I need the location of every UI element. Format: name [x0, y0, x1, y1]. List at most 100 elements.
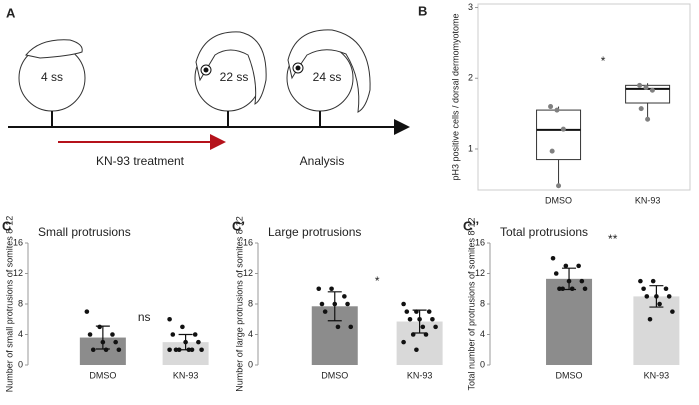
stage-label: 24 ss — [313, 70, 342, 84]
data-point — [638, 278, 643, 284]
annotation: * — [601, 54, 606, 68]
data-point — [663, 286, 669, 292]
data-point — [348, 324, 354, 330]
eye — [295, 65, 301, 71]
data-point — [637, 82, 643, 88]
annotation: ns — [138, 310, 151, 324]
data-point — [638, 106, 644, 112]
y-tick-label: 4 — [480, 329, 485, 339]
data-point — [176, 347, 182, 353]
x-tick-label: KN-93 — [407, 370, 433, 380]
data-point — [110, 332, 115, 337]
x-tick-label: DMSO — [321, 370, 348, 380]
y-tick-label: 12 — [475, 268, 485, 278]
data-point — [97, 324, 102, 330]
data-point — [332, 301, 338, 307]
data-point — [548, 104, 554, 110]
data-point — [582, 286, 588, 292]
data-point — [345, 301, 350, 307]
y-tick-label: 12 — [13, 268, 23, 278]
data-point — [569, 286, 575, 292]
y-axis-label: pH3 positive cells / dorsal dermomyotome — [450, 13, 460, 180]
data-point — [420, 324, 426, 330]
data-point — [196, 339, 201, 345]
x-tick-label: DMSO — [89, 370, 116, 380]
y-tick-label: 16 — [475, 237, 485, 247]
eye — [203, 67, 209, 73]
x-tick-label: DMSO — [556, 370, 583, 380]
data-point — [414, 347, 419, 353]
y-axis-label: Number of large protrusions of somites 8… — [234, 216, 244, 392]
data-point — [433, 324, 438, 330]
panel-label: C’ — [232, 218, 245, 233]
data-point — [563, 263, 569, 269]
treatment-label: KN-93 treatment — [96, 154, 185, 168]
data-point — [87, 332, 93, 337]
data-point — [401, 339, 406, 345]
data-point — [553, 271, 559, 276]
data-point — [554, 107, 560, 113]
data-point — [560, 286, 565, 292]
data-point — [407, 316, 413, 322]
y-tick-label: 3 — [468, 2, 473, 12]
data-point — [116, 347, 122, 353]
data-point — [186, 347, 192, 353]
data-point — [645, 116, 651, 122]
data-point — [173, 347, 179, 353]
data-point — [335, 324, 341, 330]
y-tick-label: 8 — [480, 298, 485, 308]
data-point — [189, 347, 195, 353]
stage-label: 22 ss — [220, 70, 249, 84]
data-point — [183, 339, 188, 345]
embryo-body — [287, 29, 371, 113]
data-point — [417, 316, 422, 322]
x-tick-label: DMSO — [545, 195, 572, 205]
data-point — [654, 294, 659, 299]
data-point — [90, 347, 96, 353]
data-point — [113, 339, 118, 345]
annotation: ** — [608, 232, 618, 246]
data-point — [322, 309, 328, 314]
y-tick-label: 0 — [18, 359, 23, 369]
data-point — [414, 309, 419, 314]
y-axis-label: Number of small protrusions of somites 8… — [4, 216, 14, 393]
data-point — [644, 294, 650, 299]
box — [536, 109, 582, 161]
data-point — [423, 332, 429, 337]
x-tick-label: KN-93 — [644, 370, 670, 380]
y-tick-label: 4 — [18, 329, 23, 339]
plot-border — [477, 3, 691, 191]
panel-label: C — [2, 218, 12, 233]
y-axis-label: Total number of protrusions of somites 8… — [466, 217, 476, 390]
data-point — [550, 255, 556, 261]
panel-a: A 4 ss 22 ss 24 ss KN-93 treatment Analy… — [6, 5, 410, 168]
panel-label: C’’ — [463, 218, 479, 233]
data-point — [192, 332, 198, 337]
panel-title: Large protrusions — [268, 225, 361, 239]
data-point — [560, 126, 566, 132]
data-point — [199, 347, 204, 353]
data-point — [650, 278, 656, 284]
x-tick-label: KN-93 — [635, 195, 661, 205]
data-point — [670, 309, 675, 314]
data-point — [167, 316, 172, 322]
data-point — [401, 301, 406, 307]
data-point — [316, 286, 322, 292]
data-point — [641, 286, 646, 292]
data-point — [430, 316, 435, 322]
bar — [546, 278, 593, 365]
embryo-body — [25, 39, 83, 59]
panel-title: Total protrusions — [500, 225, 588, 239]
y-tick-label: 8 — [248, 298, 253, 308]
annotation: * — [375, 274, 380, 288]
analysis-label: Analysis — [300, 154, 345, 168]
embryo-body — [195, 31, 267, 105]
data-point — [647, 316, 653, 322]
data-point — [319, 301, 325, 307]
data-point — [410, 332, 416, 337]
data-point — [404, 309, 410, 314]
y-tick-label: 0 — [480, 359, 485, 369]
data-point — [329, 286, 334, 292]
data-point — [649, 87, 655, 93]
